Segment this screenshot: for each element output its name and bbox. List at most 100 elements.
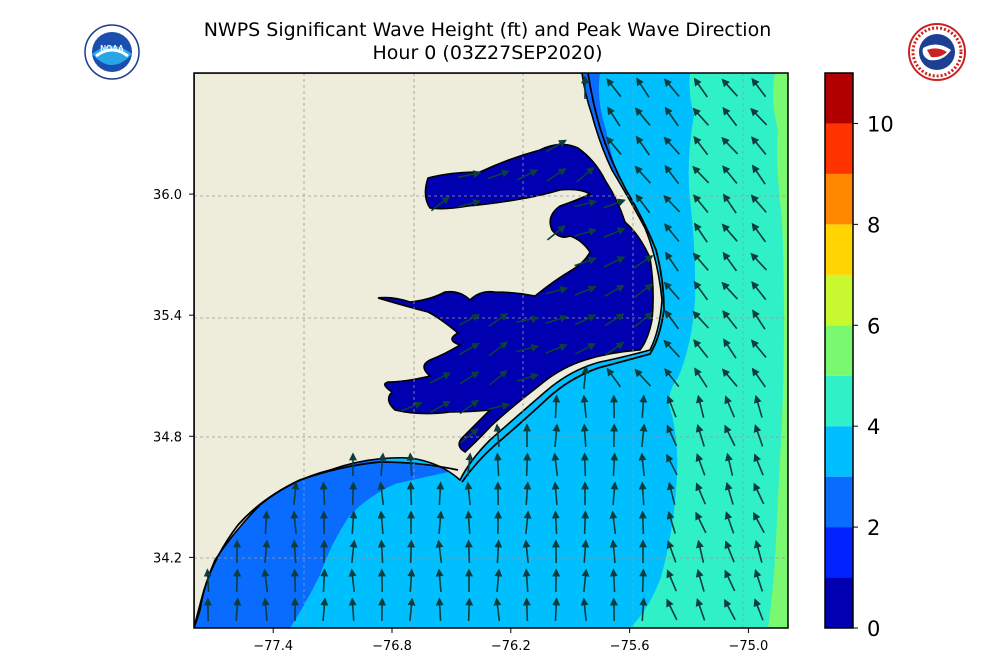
wave-direction-arrow [581, 539, 590, 564]
wave-direction-arrow [493, 452, 502, 477]
wave-direction-arrow [722, 310, 738, 330]
colorbar-tick-label: 8 [867, 213, 880, 237]
colorbar-tick-label: 6 [867, 314, 880, 338]
wave-direction-arrow [290, 568, 299, 593]
colorbar-segment [825, 476, 853, 528]
coastline-south [194, 461, 459, 628]
wave-direction-arrow [487, 169, 510, 180]
longitude-axis: −77.4 −76.8 −76.2 −75.6 −75.0 [253, 628, 768, 654]
wave-direction-arrow [695, 453, 706, 476]
wave-direction-arrow [603, 198, 626, 209]
wave-direction-arrow [607, 106, 621, 127]
wave-direction-arrow [663, 339, 681, 358]
wave-direction-arrow [721, 281, 739, 300]
wave-direction-arrow [663, 281, 680, 300]
wave-direction-arrow [610, 481, 619, 506]
wave-direction-arrow [638, 452, 647, 477]
wave-direction-arrow [581, 365, 590, 390]
wave-direction-arrow [666, 569, 678, 592]
wave-direction-arrow [349, 539, 358, 564]
colorbar-segment [825, 325, 853, 376]
wave-direction-arrow [349, 481, 358, 506]
wave-direction-arrow [724, 424, 736, 447]
wave-direction-arrow [753, 424, 764, 447]
wave-direction-arrow [581, 510, 590, 535]
colorbar-segment [825, 123, 853, 174]
wave-direction-arrow [724, 598, 736, 621]
wave-direction-arrow [663, 78, 680, 97]
wave-direction-arrow [580, 452, 589, 477]
wave-direction-arrow [430, 196, 450, 212]
wave-direction-arrow [693, 222, 708, 243]
wave-direction-arrow [693, 339, 709, 359]
wave-direction-arrow [751, 136, 767, 156]
noaa-logo-icon: NOAA [84, 24, 140, 80]
wave-direction-arrow [581, 568, 590, 593]
wave-direction-arrow [290, 539, 299, 564]
wave-direction-arrow [604, 313, 625, 327]
wave-direction-arrow [633, 255, 654, 269]
wave-direction-arrow [639, 568, 648, 593]
wave-direction-arrow [666, 453, 678, 476]
wave-direction-arrow [458, 170, 482, 179]
wave-direction-arrow [692, 107, 709, 126]
colorbar-tick-label: 10 [867, 112, 894, 136]
wave-direction-arrow [546, 139, 567, 153]
wave-direction-arrow [604, 341, 625, 356]
wave-direction-arrow [580, 423, 589, 448]
wave-direction-arrow [377, 481, 386, 506]
wave-direction-arrow [633, 312, 653, 328]
wave-direction-arrow [664, 223, 680, 243]
colorbar-frame [824, 72, 854, 629]
wave-direction-arrow [721, 78, 738, 97]
wave-direction-arrow [724, 569, 736, 592]
wave-direction-arrow [606, 367, 622, 388]
wave-direction-arrow [545, 343, 568, 354]
wave-direction-arrow [290, 510, 299, 535]
wave-direction-arrow [400, 401, 423, 412]
wave-direction-arrow [634, 165, 651, 184]
wave-direction-arrow [664, 251, 679, 272]
colorbar: 0 2 4 6 8 10 [824, 72, 894, 641]
wave-direction-arrow [551, 452, 560, 477]
wave-direction-arrow [458, 198, 482, 208]
latitude-axis: 34.2 34.8 35.4 36.0 [153, 188, 194, 566]
wave-direction-arrow [635, 135, 650, 156]
wave-direction-arrow [664, 309, 680, 330]
wave-direction-arrow [664, 368, 680, 388]
wave-direction-arrow [377, 510, 386, 535]
wave-direction-arrow [695, 482, 707, 505]
wave-direction-arrow [753, 539, 763, 563]
wave-direction-arrow [722, 106, 738, 127]
wave-direction-arrow [695, 568, 705, 592]
wave-direction-arrow [523, 452, 532, 477]
wave-direction-arrow [516, 315, 540, 324]
wave-direction-arrow [523, 481, 532, 506]
wave-direction-arrow [522, 568, 531, 593]
wave-direction-arrow [751, 77, 767, 98]
wave-direction-arrow [751, 367, 766, 388]
wave-direction-arrow [666, 598, 678, 621]
colorbar-segment [825, 375, 853, 427]
wave-direction-arrow [407, 568, 416, 593]
wave-direction-arrow [695, 511, 707, 534]
lat-tick-label: 36.0 [153, 188, 182, 203]
wave-direction-arrow [750, 194, 767, 213]
wave-direction-arrow [429, 372, 452, 384]
wave-direction-arrow [609, 539, 618, 564]
wave-direction-arrow [666, 395, 677, 418]
wave-direction-arrow [516, 372, 540, 382]
wave-direction-arrow [639, 597, 648, 622]
wave-direction-arrow [320, 597, 329, 622]
wave-direction-arrow [574, 256, 597, 267]
wave-direction-arrow [407, 539, 416, 564]
wave-direction-arrow [751, 222, 767, 243]
wave-direction-arrow [694, 367, 708, 388]
wave-direction-arrow [494, 539, 503, 564]
wave-direction-arrow [753, 511, 765, 534]
wave-direction-arrow [494, 568, 503, 593]
land-area [194, 73, 663, 628]
colorbar-segment [825, 173, 853, 225]
wave-direction-arrow [551, 481, 560, 506]
wave-direction-arrow [580, 597, 589, 622]
